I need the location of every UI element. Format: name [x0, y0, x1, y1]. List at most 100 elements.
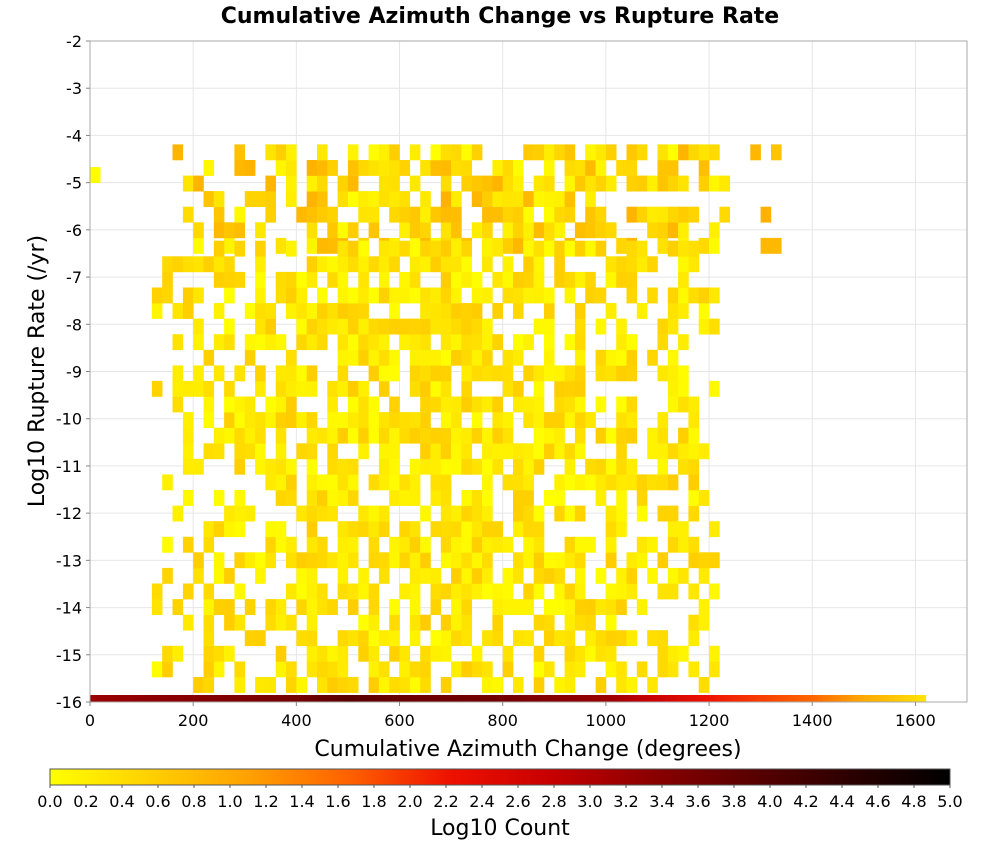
heatmap-cell — [389, 599, 400, 615]
heatmap-cell — [286, 474, 297, 491]
heatmap-cell — [368, 630, 380, 647]
heatmap-cell — [595, 645, 607, 662]
heatmap-cell — [306, 552, 318, 569]
heatmap-cell — [523, 256, 534, 273]
heatmap-cell — [286, 287, 297, 304]
heatmap-cell — [286, 160, 297, 176]
heatmap-cell — [368, 583, 380, 600]
colorbar-tick-label: 0.4 — [109, 792, 134, 811]
heatmap-cell — [213, 521, 225, 538]
heatmap-cell — [574, 536, 586, 553]
heatmap-cell — [327, 645, 338, 662]
heatmap-cell — [286, 349, 297, 366]
floor-cell — [856, 695, 860, 702]
floor-cell — [133, 695, 137, 702]
floor-cell — [293, 695, 297, 702]
heatmap-cell — [554, 222, 565, 239]
heatmap-cell — [420, 365, 431, 382]
heatmap-cell — [616, 474, 627, 491]
heatmap-cell — [688, 144, 699, 161]
heatmap-cell — [151, 583, 163, 600]
floor-cell — [755, 695, 759, 702]
heatmap-cell — [585, 191, 596, 207]
heatmap-cell — [513, 287, 524, 304]
heatmap-cell — [544, 412, 555, 428]
heatmap-cell — [657, 144, 669, 161]
heatmap-cell — [420, 645, 431, 662]
floor-cell — [412, 695, 416, 702]
heatmap-cell — [626, 206, 638, 223]
floor-cell — [415, 695, 418, 702]
heatmap-cell — [461, 630, 472, 647]
heatmap-cell — [502, 443, 514, 460]
heatmap-cell — [317, 474, 328, 491]
heatmap-cell — [389, 256, 400, 273]
heatmap-cell — [265, 536, 276, 553]
heatmap-cell — [647, 536, 658, 553]
heatmap-cell — [337, 303, 349, 319]
heatmap-cell — [317, 160, 328, 176]
heatmap-cell — [317, 490, 328, 506]
heatmap-cell — [430, 583, 442, 600]
heatmap-cell — [678, 222, 689, 239]
floor-cell — [273, 695, 277, 702]
heatmap-cell — [306, 614, 318, 631]
heatmap-cell — [440, 521, 452, 538]
heatmap-cell — [657, 237, 669, 254]
heatmap-cell — [451, 206, 462, 223]
heatmap-cell — [544, 630, 555, 647]
heatmap-cell — [616, 505, 627, 522]
floor-cell — [580, 695, 584, 702]
floor-cell — [208, 695, 212, 702]
heatmap-cell — [306, 412, 318, 428]
floor-cell — [355, 695, 359, 702]
heatmap-cell — [461, 396, 472, 413]
floor-cell — [314, 695, 318, 702]
floor-cell — [520, 695, 524, 702]
heatmap-cell — [544, 191, 555, 207]
floor-cell — [337, 695, 341, 702]
heatmap-cell — [306, 206, 318, 223]
heatmap-cell — [523, 144, 534, 161]
heatmap-cell — [657, 365, 669, 382]
floor-cell — [587, 695, 591, 702]
heatmap-cell — [409, 256, 421, 273]
floor-cell — [376, 695, 380, 702]
x-axis-ticks: 0 200 400 600 800 1000 1200 1400 1600 — [85, 702, 936, 730]
heatmap-cell — [678, 365, 689, 382]
heatmap-cell — [420, 240, 431, 257]
heatmap-cell — [213, 240, 225, 257]
heatmap-cell — [471, 521, 483, 538]
heatmap-cell — [544, 175, 555, 192]
heatmap-cell — [244, 396, 256, 413]
heatmap-cell — [213, 443, 225, 460]
heatmap-cell — [286, 661, 297, 678]
floor-cell — [918, 695, 921, 702]
heatmap-cell — [440, 271, 452, 288]
heatmap-cell — [533, 552, 545, 569]
floor-cell — [546, 695, 550, 702]
heatmap-cell — [317, 599, 328, 615]
floor-cell — [866, 695, 870, 702]
floor-cell — [151, 695, 155, 702]
heatmap-cell — [162, 645, 173, 662]
heatmap-cell — [296, 583, 307, 600]
heatmap-cell — [626, 458, 638, 475]
heatmap-cell — [492, 303, 503, 319]
heatmap-cell — [482, 458, 493, 475]
heatmap-cell — [420, 677, 431, 693]
heatmap-cell — [605, 630, 617, 647]
heatmap-cell — [286, 583, 297, 600]
floor-cell — [188, 695, 191, 702]
heatmap-cell — [605, 427, 617, 444]
heatmap-cell — [564, 443, 576, 460]
heatmap-cell — [482, 175, 493, 192]
heatmap-cell — [688, 583, 699, 600]
heatmap-cell — [224, 567, 235, 584]
heatmap-cell — [502, 256, 514, 273]
floor-cell — [685, 695, 689, 702]
floor-cell — [595, 695, 599, 702]
heatmap-cell — [471, 144, 483, 161]
heatmap-cell — [523, 191, 534, 207]
heatmap-cell — [193, 458, 204, 475]
